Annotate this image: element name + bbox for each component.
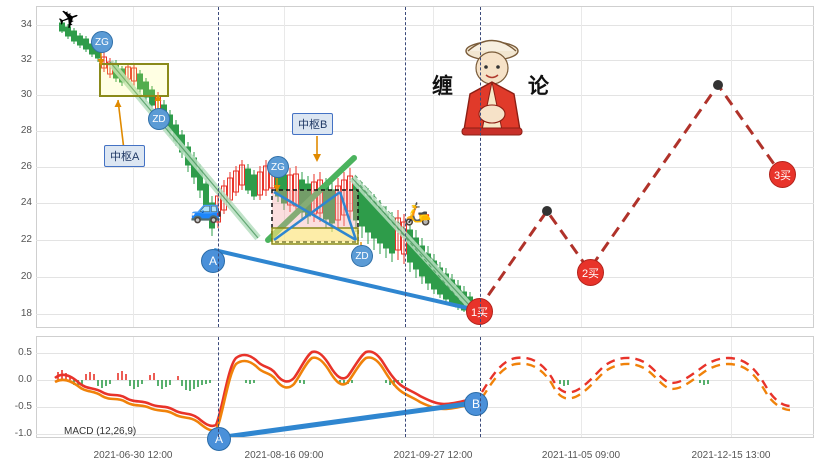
macd-vgrid-5	[731, 337, 732, 437]
macd-y-label: -0.5	[14, 401, 32, 412]
up-stroke	[265, 155, 357, 243]
y-axis-label: 18	[20, 308, 32, 319]
y-axis-label: 30	[20, 89, 32, 100]
macd-b-tag: B	[464, 392, 488, 416]
center-a-box	[99, 63, 169, 97]
vgridline-5	[731, 7, 732, 327]
x-axis-label: 2021-12-15 13:00	[691, 450, 771, 461]
projection-dot-1	[542, 206, 552, 216]
macd-dif-line	[54, 356, 481, 432]
point-a-tag: A	[201, 249, 225, 273]
macd-dea-line	[54, 350, 481, 428]
macd-histogram	[57, 370, 709, 391]
projection-dot-2	[713, 80, 723, 90]
macd-gridline-00	[36, 380, 814, 381]
x-axis-label: 2021-06-30 12:00	[93, 450, 173, 461]
arrow-center-a	[117, 99, 125, 151]
projection-path	[476, 82, 783, 311]
y-axis-label: 32	[20, 54, 32, 65]
x-axis-label: 2021-09-27 12:00	[393, 450, 473, 461]
y-axis-label: 24	[20, 197, 32, 208]
x-axis-label: 2021-11-05 09:00	[541, 450, 621, 461]
gridline-26	[36, 167, 814, 168]
macd-title: MACD (12,26,9)	[64, 426, 137, 437]
vertical-marker-3	[480, 7, 481, 327]
watermark-char-1: 缠	[432, 74, 453, 98]
divergence-line-price	[213, 248, 477, 312]
vertical-marker-1	[218, 7, 219, 327]
vgridline-4	[581, 7, 582, 327]
macd-y-label: -1.0	[14, 428, 32, 439]
macd-vgrid-4	[581, 337, 582, 437]
y-axis-label: 34	[20, 19, 32, 30]
gridline-24	[36, 203, 814, 204]
center-b-label: 中枢B	[292, 113, 334, 135]
zd-tag-2: ZD	[351, 245, 373, 267]
watermark-figure: 缠 论	[432, 34, 552, 142]
gridline-34	[36, 25, 814, 26]
trend-channel	[107, 59, 473, 313]
zg-tag-1: ZG	[91, 31, 113, 53]
vgridline-3	[433, 7, 434, 327]
macd-vertical-marker-3	[480, 337, 481, 437]
gridline-28	[36, 131, 814, 132]
macd-projection-dif	[480, 362, 791, 412]
divergence-line-macd	[217, 400, 475, 437]
y-axis-label: 28	[20, 125, 32, 136]
macd-y-label: 0.0	[18, 374, 32, 385]
macd-gridline-n10	[36, 434, 814, 435]
buy2-tag: 2买	[577, 259, 604, 286]
macd-vertical-marker-2	[405, 337, 406, 437]
macd-a-tag: A	[207, 427, 231, 451]
vgridline-1	[133, 7, 134, 327]
gridline-30	[36, 95, 814, 96]
scooter-icon: 🛵	[404, 201, 432, 226]
macd-projection-dea	[480, 356, 791, 408]
x-axis-label: 2021-08-16 09:00	[244, 450, 324, 461]
center-a-label: 中枢A	[104, 145, 146, 167]
y-axis-label: 22	[20, 234, 32, 245]
vertical-marker-2	[405, 7, 406, 327]
buy1-tag: 1买	[466, 298, 493, 325]
macd-vgrid-3	[433, 337, 434, 437]
zg-tag-2: ZG	[267, 156, 289, 178]
y-axis-label: 26	[20, 161, 32, 172]
gridline-18	[36, 314, 814, 315]
watermark-char-2: 论	[528, 74, 549, 98]
car-icon: 🚙	[190, 194, 223, 224]
buy3-tag: 3买	[769, 161, 796, 188]
gridline-22	[36, 240, 814, 241]
macd-gridline-05	[36, 353, 814, 354]
macd-vertical-marker-1	[218, 337, 219, 437]
macd-y-label: 0.5	[18, 347, 32, 358]
gridline-32	[36, 60, 814, 61]
y-axis-label: 20	[20, 271, 32, 282]
zd-tag-1: ZD	[148, 108, 170, 130]
